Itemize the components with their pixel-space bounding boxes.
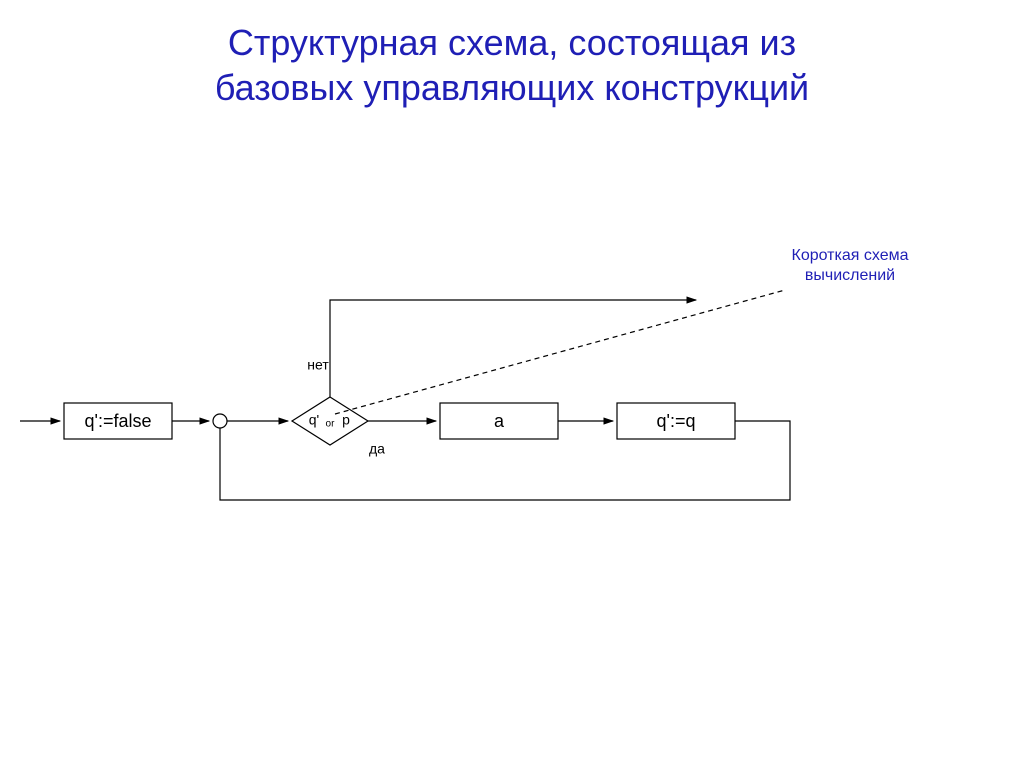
node-init-label: q':=false [85,411,152,431]
edge-annotation-dashed [335,290,785,414]
annotation-line-2: вычислений [805,267,895,284]
decision-no-label: нет [307,357,329,373]
decision-yes-label: да [369,441,385,457]
node-junction [213,414,227,428]
node-action-a-label: a [494,411,505,431]
edge-loopback [220,421,790,500]
decision-label-left: q' [309,412,319,428]
decision-label-mid: or [326,419,336,430]
node-assign-q-label: q':=q [657,411,696,431]
edge-no-branch [330,300,696,397]
flowchart-canvas: q':=false q' or p нет да a q':=q Коротка… [0,0,1024,768]
annotation-line-1: Короткая схема [792,247,909,264]
decision-label-right: p [342,412,350,428]
